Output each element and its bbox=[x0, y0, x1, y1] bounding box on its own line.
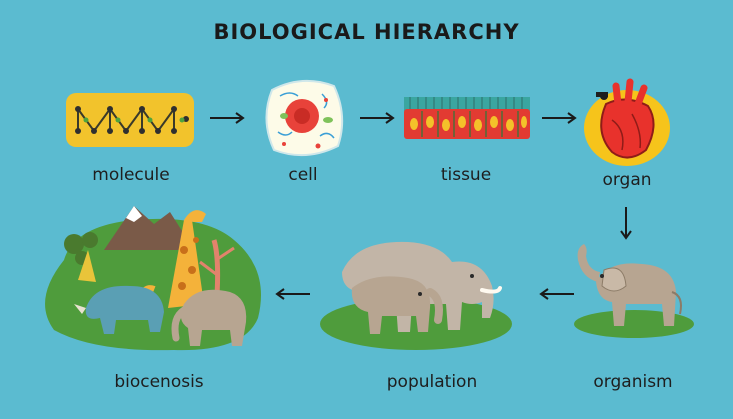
cell-icon bbox=[262, 76, 348, 160]
arrow-down-icon bbox=[618, 205, 634, 241]
tissue-icon bbox=[404, 97, 530, 143]
label-molecule: molecule bbox=[92, 165, 170, 185]
arrow-left-icon bbox=[272, 286, 312, 302]
elephant-herd-icon bbox=[312, 232, 512, 352]
ecosystem-icon bbox=[34, 200, 274, 360]
label-organism: organism bbox=[593, 372, 673, 392]
arrow-left-icon bbox=[536, 286, 576, 302]
label-population: population bbox=[386, 372, 478, 392]
elephant-icon bbox=[568, 238, 694, 340]
molecule-icon bbox=[64, 91, 198, 151]
arrow-right-icon bbox=[540, 110, 580, 126]
label-biocenosis: biocenosis bbox=[114, 372, 204, 392]
diagram-title: BIOLOGICAL HIERARCHY bbox=[213, 20, 520, 44]
arrow-right-icon bbox=[358, 110, 398, 126]
label-cell: cell bbox=[288, 165, 318, 185]
label-organ: organ bbox=[602, 170, 652, 190]
arrow-right-icon bbox=[208, 110, 248, 126]
heart-icon bbox=[582, 70, 672, 168]
label-tissue: tissue bbox=[440, 165, 492, 185]
